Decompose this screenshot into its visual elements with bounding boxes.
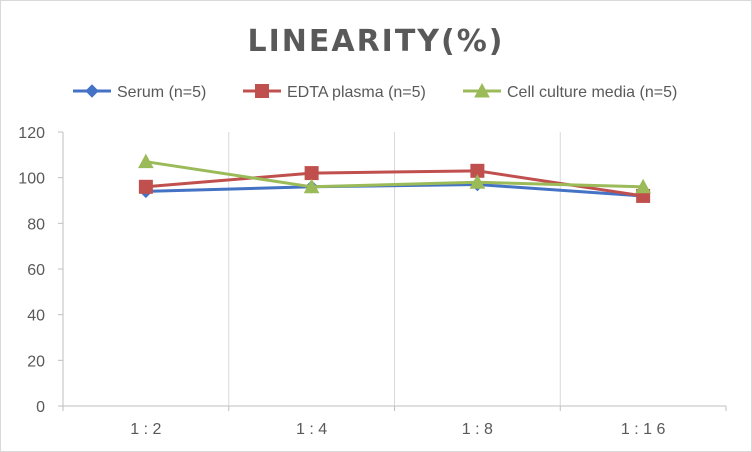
y-tick-label: 120 xyxy=(18,125,45,142)
x-tick-label: 1 : 1 6 xyxy=(621,421,666,438)
grid-lines xyxy=(228,132,561,406)
legend-swatch-marker xyxy=(85,84,99,98)
data-point xyxy=(138,179,153,194)
x-tick-label: 1 : 8 xyxy=(462,421,493,438)
x-tick-label: 1 : 4 xyxy=(296,421,327,438)
y-tick-label: 100 xyxy=(18,171,45,188)
data-point xyxy=(304,166,319,181)
chart-title: LINEARITY(%) xyxy=(247,24,504,59)
y-tick-label: 80 xyxy=(27,216,45,233)
legend-swatch-marker xyxy=(255,84,269,98)
y-tick-label: 20 xyxy=(27,353,45,370)
legend-item: EDTA plasma (n=5) xyxy=(243,84,426,101)
legend-label: Serum (n=5) xyxy=(117,84,206,101)
y-tick-label: 0 xyxy=(36,399,45,416)
data-point xyxy=(303,178,320,194)
legend-swatch-marker xyxy=(474,82,490,98)
legend-label: Cell culture media (n=5) xyxy=(507,84,677,101)
series-3 xyxy=(138,153,651,194)
data-point xyxy=(635,178,651,194)
legend-label: EDTA plasma (n=5) xyxy=(287,84,426,101)
y-tick-labels: 0 20 40 60 80 100 120 xyxy=(18,125,45,416)
y-tick-label: 60 xyxy=(27,262,45,279)
series-line xyxy=(145,160,644,189)
x-tick-label: 1 : 2 xyxy=(130,421,161,438)
legend: Serum (n=5) EDTA plasma (n=5) Cell culture… xyxy=(73,82,677,101)
data-point xyxy=(138,153,154,169)
data-point xyxy=(469,174,486,189)
legend-item: Cell culture media (n=5) xyxy=(463,82,677,101)
series-lines xyxy=(138,153,651,203)
x-tick-labels: 1 : 2 1 : 4 1 : 8 1 : 1 6 xyxy=(130,421,665,438)
y-tick-label: 40 xyxy=(27,308,45,325)
axes xyxy=(58,131,727,411)
legend-item: Serum (n=5) xyxy=(73,84,206,101)
